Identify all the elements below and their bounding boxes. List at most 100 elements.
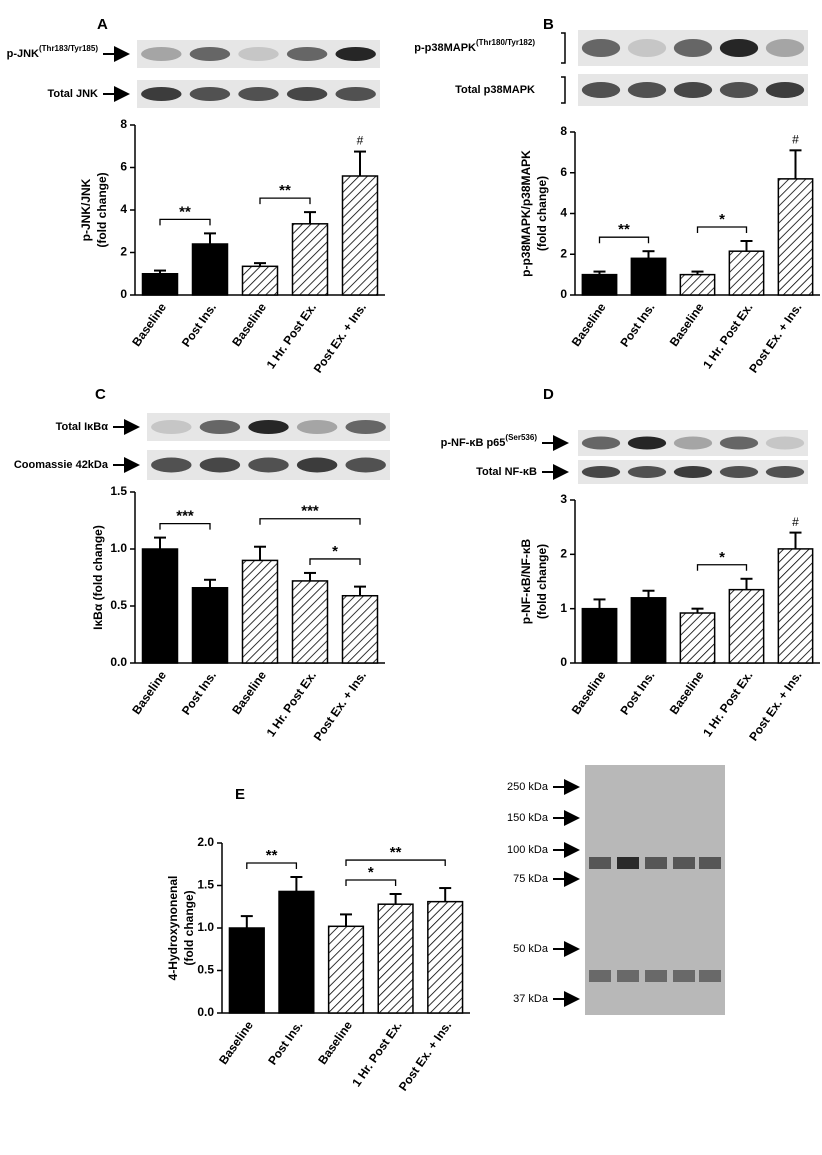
x-tick-label: Baseline <box>569 300 609 349</box>
blot-band <box>345 457 386 473</box>
significance-label: ** <box>266 847 278 864</box>
blot-band <box>286 47 328 61</box>
blot-band <box>581 436 621 450</box>
significance-label: *** <box>176 508 194 525</box>
bar <box>728 250 765 296</box>
bar <box>341 175 379 296</box>
y-tick-label: 4 <box>560 206 567 220</box>
blot-band <box>151 457 192 473</box>
significance-label: # <box>357 134 364 148</box>
gel-band <box>699 970 721 982</box>
gel-marker-label: 150 kDa <box>507 812 549 824</box>
gel-band <box>673 857 695 869</box>
panel-label: B <box>543 16 554 33</box>
gel-marker-label: 250 kDa <box>507 781 549 793</box>
x-tick-label: Post Ex. + Ins. <box>746 301 804 376</box>
y-tick-label: 0 <box>120 287 127 301</box>
y-tick-label: 8 <box>560 124 567 138</box>
blot-label-text: Total p38MAPK <box>455 84 535 96</box>
blot-label: p-p38MAPK(Thr180/Tyr182) <box>414 38 535 54</box>
significance-bracket <box>696 226 748 234</box>
significance-label: * <box>719 211 725 228</box>
significance-label: ** <box>618 221 630 238</box>
significance-bracket <box>159 522 211 530</box>
blot-band <box>627 39 667 57</box>
bar <box>679 273 716 296</box>
x-tick-label: Baseline <box>667 300 707 349</box>
blot-band <box>627 436 667 450</box>
gel-band <box>699 857 721 869</box>
y-tick-label: 2 <box>120 245 127 259</box>
panel-label: E <box>235 786 245 803</box>
y-tick-label: 8 <box>120 117 127 131</box>
blot-band <box>673 39 713 57</box>
significance-bracket <box>345 879 397 886</box>
y-tick-label: 1 <box>560 601 567 615</box>
bar <box>141 273 179 296</box>
y-tick-label: 0.0 <box>110 655 127 669</box>
panel-label: D <box>543 386 554 403</box>
significance-label: # <box>792 515 799 529</box>
y-axis-label: IκBα (fold change) <box>91 525 105 630</box>
x-tick-label: 1 Hr. Post Ex. <box>264 669 319 740</box>
gel-band <box>617 857 639 869</box>
significance-bracket <box>309 558 361 565</box>
blot-label: Total IκBα <box>56 421 109 433</box>
y-tick-label: 0.5 <box>110 598 127 612</box>
blot-label-text: p-p38MAPK <box>414 42 476 54</box>
bar <box>679 612 716 664</box>
bar <box>228 927 265 1014</box>
blot-band <box>238 87 279 101</box>
gel-marker-label: 75 kDa <box>513 873 549 885</box>
bar <box>291 580 329 664</box>
panel-label: A <box>97 16 108 33</box>
blot-band <box>673 466 713 478</box>
blot-band <box>627 82 667 98</box>
bar <box>141 548 179 664</box>
blot-bracket <box>561 32 566 64</box>
blot-label-sup: (Ser536) <box>505 433 537 442</box>
blot-band <box>335 87 376 101</box>
blot-band <box>719 39 759 57</box>
significance-bracket <box>345 859 446 867</box>
significance-label: * <box>368 864 374 881</box>
blot-band <box>248 457 289 473</box>
blot-band <box>581 82 621 98</box>
y-tick-label: 0.5 <box>197 963 214 977</box>
x-tick-label: Baseline <box>129 300 169 349</box>
blot-band <box>189 87 231 101</box>
blot-band <box>627 466 667 478</box>
bar <box>377 903 414 1014</box>
bar <box>291 223 329 296</box>
y-axis-label: (fold change) <box>535 544 549 619</box>
panel-label: C <box>95 386 106 403</box>
blot-label-sup: (Thr180/Tyr182) <box>476 38 535 47</box>
blot-band <box>286 87 328 101</box>
x-tick-label: Baseline <box>667 668 707 717</box>
significance-bracket <box>259 518 361 525</box>
blot-label: Total JNK <box>47 88 98 100</box>
blot-band <box>765 82 805 98</box>
y-tick-label: 4 <box>120 202 127 216</box>
blot-band <box>141 87 182 101</box>
blot-band <box>719 466 759 478</box>
blot-label-text: Total NF-κB <box>476 466 537 478</box>
blot-band <box>238 47 279 61</box>
blot-band <box>296 420 338 434</box>
blot-band <box>765 466 805 478</box>
blot-label-text: p-JNK <box>7 48 39 60</box>
blot-label: p-JNK(Thr183/Tyr185) <box>7 44 99 60</box>
blot-label-text: Coomassie 42kDa <box>14 459 109 471</box>
bar <box>581 607 618 664</box>
y-tick-label: 1.5 <box>110 484 127 498</box>
x-tick-label: Post Ins. <box>617 669 657 718</box>
x-tick-label: 1 Hr. Post Ex. <box>264 301 319 372</box>
y-axis-label: p-NF-κB/NF-κB <box>519 538 533 624</box>
significance-label: ** <box>390 844 402 861</box>
gel-band <box>645 857 667 869</box>
blot-band <box>719 436 759 450</box>
significance-bracket <box>159 218 211 226</box>
x-tick-label: Baseline <box>229 668 269 717</box>
bar <box>777 178 814 296</box>
x-tick-label: Baseline <box>229 300 269 349</box>
